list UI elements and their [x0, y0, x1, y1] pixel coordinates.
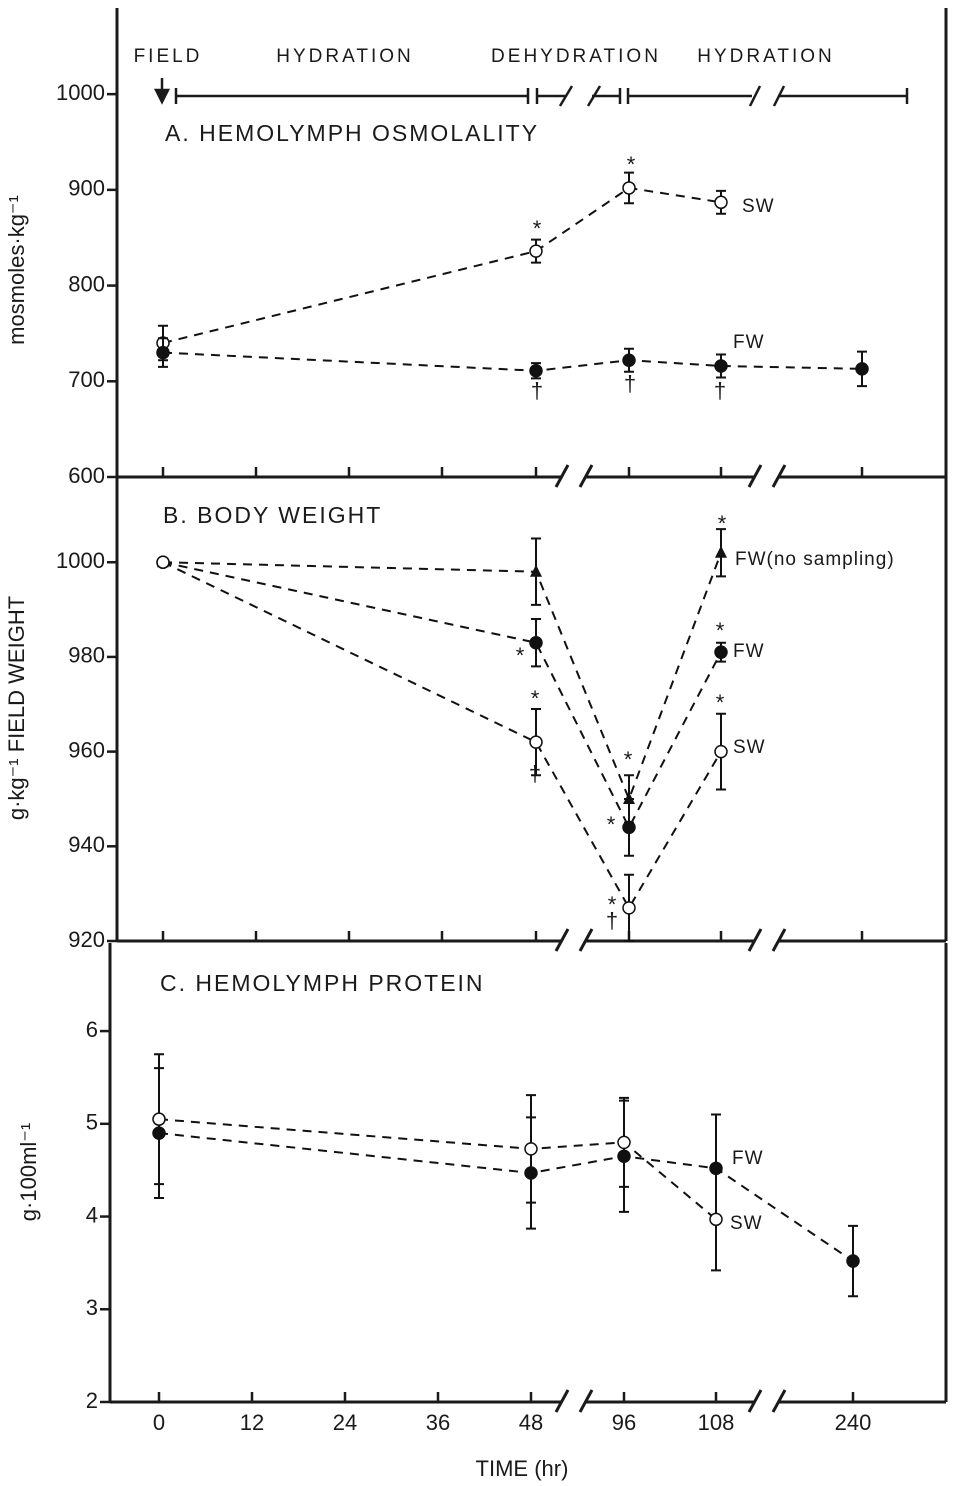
- panel-title: A. HEMOLYMPH OSMOLALITY: [165, 120, 539, 146]
- y-tick-label: 4: [86, 1202, 98, 1227]
- data-point: [714, 359, 728, 373]
- axis-break: [747, 464, 763, 488]
- axis-break: [578, 1389, 594, 1413]
- significance-mark: *: [608, 892, 617, 917]
- panel-title: B. BODY WEIGHT: [163, 502, 382, 528]
- y-tick-label: 700: [68, 367, 105, 392]
- axis-break: [771, 1389, 787, 1413]
- y-tick-label: 6: [86, 1017, 98, 1042]
- data-point: [622, 181, 636, 195]
- data-point: [714, 744, 728, 759]
- y-tick-label: 1000: [56, 80, 105, 105]
- axis-break: [771, 464, 787, 488]
- y-axis-label: g·100ml⁻¹: [16, 1123, 41, 1221]
- data-point: [714, 645, 728, 659]
- y-tick-label: 960: [68, 737, 105, 762]
- series-label: SW: [733, 737, 766, 758]
- significance-mark: *: [716, 618, 725, 643]
- significance-mark: *: [533, 216, 542, 241]
- series-line: [162, 552, 722, 802]
- data-point: [530, 564, 542, 577]
- data-point: [529, 735, 543, 749]
- data-point: [617, 1135, 631, 1150]
- axis-break: [554, 1389, 570, 1413]
- significance-mark: *: [624, 747, 633, 772]
- x-tick-label: 48: [519, 1410, 543, 1435]
- y-tick-label: 900: [68, 176, 105, 201]
- significance-mark: †: [606, 908, 618, 933]
- panel-title: C. HEMOLYMPH PROTEIN: [160, 970, 485, 996]
- data-point: [622, 820, 636, 835]
- data-point: [709, 1212, 723, 1227]
- data-point: [714, 195, 728, 210]
- y-tick-label: 1000: [56, 548, 105, 573]
- x-tick-label: 96: [612, 1410, 636, 1435]
- y-tick-label: 980: [68, 643, 105, 668]
- data-point: [156, 555, 170, 569]
- x-tick-label: 12: [240, 1410, 264, 1435]
- axis-break: [554, 464, 570, 488]
- y-tick-label: 3: [86, 1295, 98, 1320]
- significance-mark: †: [624, 371, 636, 396]
- x-tick-label: 108: [698, 1410, 735, 1435]
- series-line: [158, 1118, 717, 1221]
- data-point: [855, 362, 869, 376]
- y-tick-label: 940: [68, 832, 105, 857]
- significance-mark: *: [627, 152, 636, 177]
- y-axis-label: mosmoles·kg⁻¹: [4, 195, 29, 345]
- series-label: FW: [732, 1148, 764, 1169]
- x-tick-label: 24: [333, 1410, 357, 1435]
- y-tick-label: 920: [68, 927, 105, 952]
- series-label: SW: [742, 196, 775, 217]
- significance-mark: *: [718, 511, 727, 536]
- data-point: [156, 345, 170, 360]
- series-line: [162, 561, 722, 830]
- data-point: [846, 1254, 860, 1268]
- axis-break: [747, 928, 763, 952]
- x-tick-label: 240: [835, 1410, 872, 1435]
- series-label: FW: [733, 641, 765, 662]
- axis-break: [554, 928, 570, 952]
- series-line: [162, 351, 863, 372]
- data-point: [529, 635, 543, 650]
- x-axis-label: TIME (hr): [476, 1456, 569, 1481]
- y-tick-label: 800: [68, 271, 105, 296]
- data-point: [715, 545, 727, 558]
- phase-bars: [153, 78, 909, 107]
- phase-label: HYDRATION: [276, 46, 413, 67]
- series-line: [162, 186, 722, 344]
- data-point: [622, 901, 636, 915]
- axis-break: [747, 1389, 763, 1413]
- series-label: FW(no sampling): [735, 549, 895, 570]
- phase-label: HYDRATION: [697, 46, 834, 67]
- axis-break: [578, 464, 594, 488]
- y-tick-label: 2: [86, 1388, 98, 1413]
- y-tick-label: 5: [86, 1110, 98, 1135]
- data-point: [152, 1112, 166, 1126]
- data-point: [524, 1142, 538, 1156]
- series-line: [162, 561, 722, 910]
- y-axis-label: g·kg⁻¹ FIELD WEIGHT: [4, 596, 29, 820]
- x-tick-label: 0: [153, 1410, 165, 1435]
- data-point: [529, 244, 543, 258]
- data-point: [622, 353, 636, 367]
- significance-mark: †: [531, 378, 543, 403]
- series-label: FW: [733, 332, 765, 353]
- x-tick-label: 36: [426, 1410, 450, 1435]
- axis-break: [578, 928, 594, 952]
- significance-mark: *: [516, 643, 525, 668]
- significance-mark: *: [607, 812, 616, 837]
- series-label: SW: [730, 1213, 763, 1234]
- significance-mark: †: [714, 378, 726, 403]
- y-tick-label: 600: [68, 463, 105, 488]
- axis-break: [771, 928, 787, 952]
- phase-label: DEHYDRATION: [491, 46, 661, 67]
- significance-mark: *: [531, 686, 540, 711]
- phase-label: FIELD: [134, 46, 203, 67]
- significance-mark: *: [716, 690, 725, 715]
- data-point: [529, 364, 543, 378]
